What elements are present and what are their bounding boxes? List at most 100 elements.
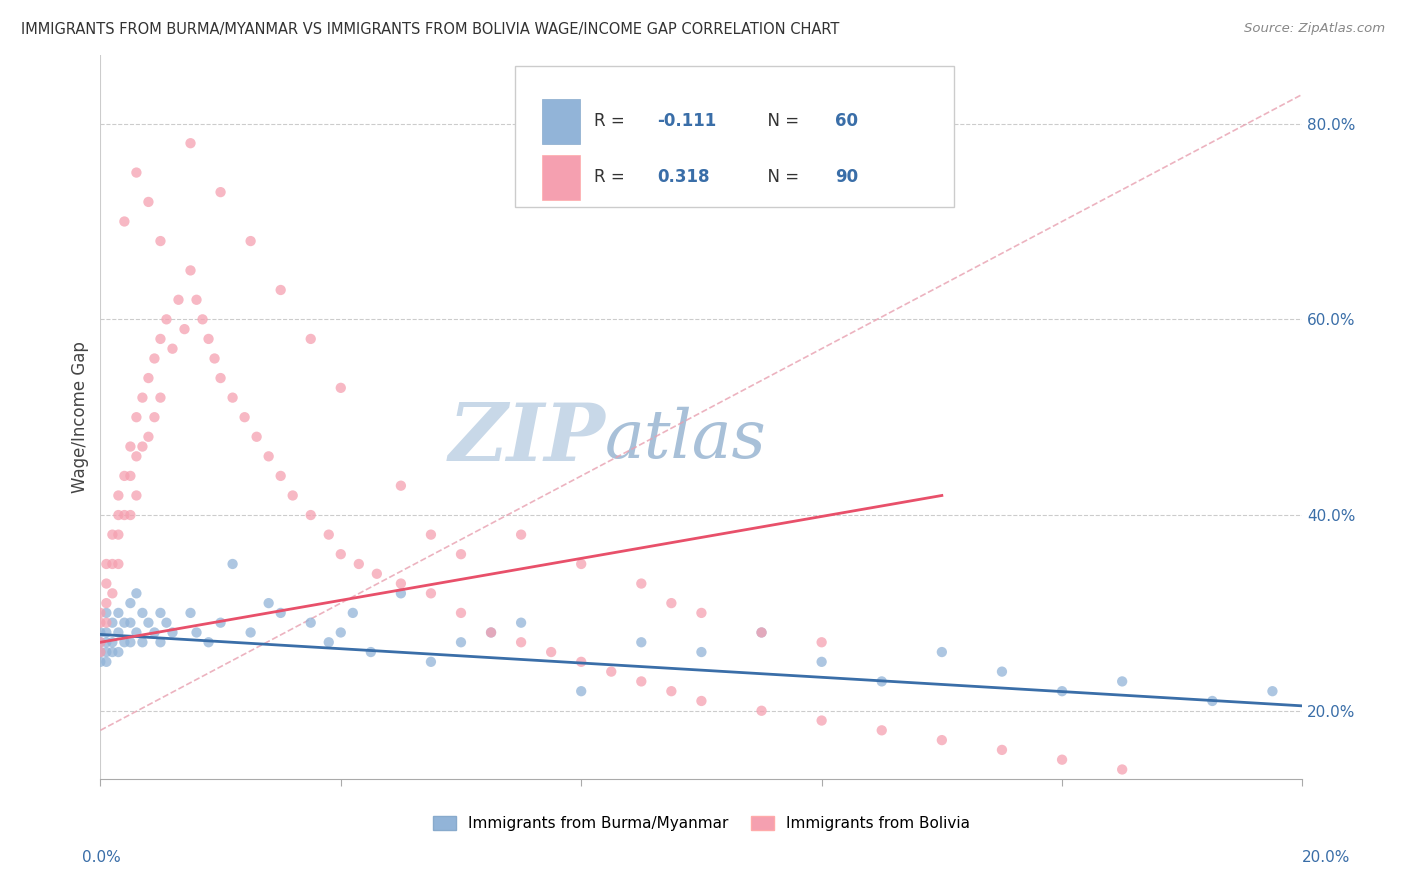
Point	[96, 645, 118, 659]
Point	[149, 606, 172, 620]
Point	[991, 665, 1014, 679]
Point	[510, 527, 533, 541]
Point	[450, 547, 472, 561]
Point	[112, 508, 135, 522]
Text: R =: R =	[595, 112, 630, 130]
Point	[120, 469, 142, 483]
Point	[179, 136, 201, 151]
Point	[101, 645, 124, 659]
Point	[96, 557, 118, 571]
Text: 0.318: 0.318	[657, 169, 710, 186]
Point	[191, 312, 214, 326]
Point	[107, 488, 129, 502]
Point	[661, 596, 683, 610]
FancyBboxPatch shape	[541, 154, 581, 200]
Point	[221, 391, 243, 405]
Point	[419, 655, 441, 669]
FancyBboxPatch shape	[541, 99, 581, 144]
Point	[209, 371, 232, 385]
Point	[186, 293, 208, 307]
Point	[329, 381, 352, 395]
Point	[107, 508, 129, 522]
Point	[366, 566, 388, 581]
Point	[221, 557, 243, 571]
Point	[96, 615, 118, 630]
Point	[197, 332, 219, 346]
Point	[931, 733, 953, 747]
Point	[149, 234, 172, 248]
Point	[209, 615, 232, 630]
Point	[112, 635, 135, 649]
Point	[389, 576, 412, 591]
Point	[112, 214, 135, 228]
Point	[569, 684, 592, 698]
Point	[257, 596, 280, 610]
Point	[389, 586, 412, 600]
Point	[810, 655, 832, 669]
Text: 90: 90	[835, 169, 858, 186]
Point	[155, 615, 177, 630]
Point	[329, 547, 352, 561]
Point	[810, 635, 832, 649]
Point	[149, 391, 172, 405]
Text: atlas: atlas	[605, 406, 768, 472]
Point	[569, 557, 592, 571]
Point	[167, 293, 190, 307]
Point	[510, 635, 533, 649]
Point	[120, 508, 142, 522]
Point	[239, 234, 262, 248]
Point	[179, 263, 201, 277]
Point	[600, 665, 623, 679]
Point	[450, 635, 472, 649]
Point	[96, 625, 118, 640]
Point	[630, 576, 652, 591]
Point	[257, 450, 280, 464]
Point	[246, 430, 269, 444]
Point	[186, 625, 208, 640]
Point	[569, 655, 592, 669]
Point	[630, 635, 652, 649]
Point	[125, 410, 148, 425]
Point	[125, 625, 148, 640]
Point	[690, 694, 713, 708]
Point	[870, 674, 893, 689]
Point	[107, 645, 129, 659]
Text: 0.0%: 0.0%	[82, 850, 121, 865]
Point	[89, 625, 111, 640]
Point	[89, 645, 111, 659]
Point	[89, 635, 111, 649]
Point	[107, 625, 129, 640]
Text: N =: N =	[756, 169, 804, 186]
Point	[138, 371, 160, 385]
Point	[138, 194, 160, 209]
Point	[810, 714, 832, 728]
Point	[89, 645, 111, 659]
Point	[120, 596, 142, 610]
Point	[329, 625, 352, 640]
Point	[510, 615, 533, 630]
Point	[479, 625, 502, 640]
Point	[112, 469, 135, 483]
Point	[661, 684, 683, 698]
Point	[1261, 684, 1284, 698]
Point	[1111, 763, 1133, 777]
Point	[173, 322, 195, 336]
Point	[131, 440, 153, 454]
Point	[299, 508, 322, 522]
Point	[450, 606, 472, 620]
Point	[204, 351, 226, 366]
Point	[143, 625, 166, 640]
Point	[690, 645, 713, 659]
Point	[318, 635, 340, 649]
Point	[143, 351, 166, 366]
Point	[96, 576, 118, 591]
Point	[112, 615, 135, 630]
Legend: Immigrants from Burma/Myanmar, Immigrants from Bolivia: Immigrants from Burma/Myanmar, Immigrant…	[433, 816, 970, 831]
Point	[299, 332, 322, 346]
Point	[138, 615, 160, 630]
Point	[239, 625, 262, 640]
Text: IMMIGRANTS FROM BURMA/MYANMAR VS IMMIGRANTS FROM BOLIVIA WAGE/INCOME GAP CORRELA: IMMIGRANTS FROM BURMA/MYANMAR VS IMMIGRA…	[21, 22, 839, 37]
Point	[101, 586, 124, 600]
Point	[540, 645, 562, 659]
Point	[342, 606, 364, 620]
